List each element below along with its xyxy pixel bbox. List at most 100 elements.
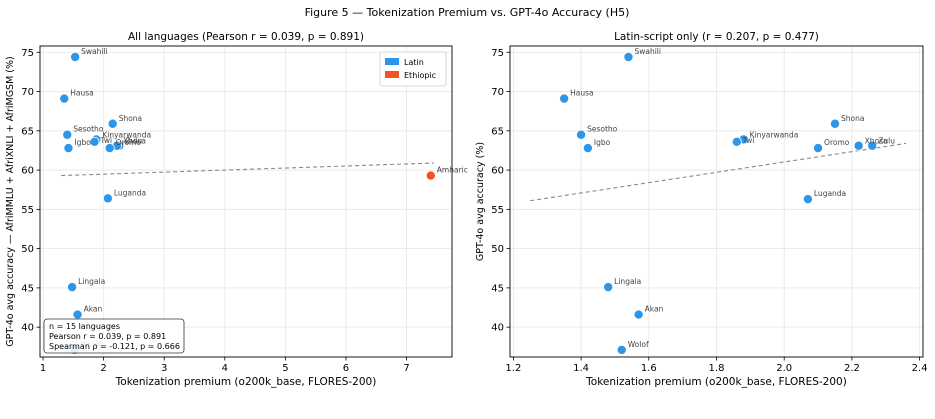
y-tick-label: 65: [491, 126, 504, 137]
trendline: [61, 162, 434, 177]
y-tick-label: 55: [491, 205, 504, 216]
y-tick-label: 40: [21, 323, 34, 334]
point-label: Swahili: [81, 47, 108, 56]
data-point: [731, 136, 742, 147]
point-label: Twi: [100, 136, 113, 145]
point-label: Twi: [742, 136, 755, 145]
data-point: [582, 143, 593, 154]
point-label: Luganda: [814, 189, 846, 198]
x-tick-label: 1.2: [505, 363, 521, 374]
x-tick-label: 3: [161, 363, 167, 374]
data-point: [829, 118, 840, 129]
x-axis-label: Tokenization premium (o200k_base, FLORES…: [115, 376, 377, 388]
data-point: [616, 344, 627, 355]
data-point: [802, 194, 813, 205]
data-point: [603, 282, 614, 293]
stats-line: Pearson r = 0.039, p = 0.891: [49, 332, 166, 341]
plot-frame: [39, 45, 453, 358]
y-tick-label: 70: [491, 87, 504, 98]
x-tick-label: 5: [282, 363, 288, 374]
point-label: Akan: [645, 305, 664, 314]
data-point: [67, 282, 78, 293]
point-label: Kinyarwanda: [750, 130, 799, 139]
y-tick-label: 60: [21, 166, 34, 177]
data-point: [576, 129, 587, 140]
figure-suptitle: Figure 5 — Tokenization Premium vs. GPT-…: [305, 6, 630, 19]
legend-label: Latin: [404, 58, 424, 67]
stats-box: [43, 318, 185, 354]
x-axis-label: Tokenization premium (o200k_base, FLORES…: [585, 376, 847, 388]
stats-line: Spearman ρ = -0.121, p = 0.666: [49, 342, 180, 351]
x-tick-label: 2: [100, 363, 106, 374]
point-label: Igbo: [594, 138, 611, 147]
point-label: Igbo: [74, 138, 91, 147]
point-label: Akan: [84, 305, 103, 314]
x-tick-label: 6: [343, 363, 349, 374]
point-label: Hausa: [570, 89, 594, 98]
data-point: [102, 193, 113, 204]
point-label: Xhosa: [865, 137, 888, 146]
data-point: [89, 136, 100, 147]
point-label: Luganda: [114, 188, 146, 197]
point-label: Shona: [119, 114, 142, 123]
point-label: Kinyarwanda: [102, 130, 151, 139]
data-point: [62, 129, 73, 140]
y-tick-label: 50: [21, 244, 34, 255]
y-tick-label: 75: [21, 48, 34, 59]
point-label: Wolof: [628, 340, 649, 349]
chart-title: Latin-script only (r = 0.207, p = 0.477): [614, 31, 819, 43]
x-tick-label: 2.2: [844, 363, 860, 374]
y-tick-label: 45: [491, 283, 504, 294]
data-point: [853, 140, 864, 151]
point-label: Lingala: [78, 277, 105, 286]
y-axis-label: GPT-4o avg accuracy (%): [475, 142, 486, 261]
data-point: [559, 93, 570, 104]
legend-label: Ethiopic: [404, 71, 436, 80]
data-point: [107, 118, 118, 129]
data-point: [867, 140, 878, 151]
y-axis-label: GPT-4o avg accuracy — AfriMMLU + AfriXNL…: [5, 56, 16, 347]
chart-latin-script-only: 1.2 1.4 1.6 1.8 2.0 2.2 2.4 40 45 50 55 60 65 70 75 Swa…: [475, 31, 928, 388]
point-label: Shona: [841, 114, 864, 123]
x-tick-label: 4: [222, 363, 228, 374]
point-label: Oromo: [116, 138, 142, 147]
chart-title: All languages (Pearson r = 0.039, p = 0.…: [128, 31, 364, 43]
data-point: [425, 170, 436, 181]
point-label: Sesotho: [73, 125, 104, 134]
point-label: Oromo: [824, 138, 850, 147]
legend-swatch: [385, 58, 399, 65]
trendline: [530, 142, 907, 202]
x-tick-label: 1: [40, 363, 46, 374]
legend-swatch: [385, 71, 399, 78]
point-label: Hausa: [70, 89, 94, 98]
y-tick-label: 45: [21, 283, 34, 294]
x-tick-label: 1.8: [709, 363, 725, 374]
y-tick-label: 75: [491, 48, 504, 59]
data-point: [59, 93, 70, 104]
data-point: [104, 143, 115, 154]
x-tick-label: 1.6: [641, 363, 657, 374]
y-tick-label: 70: [21, 87, 34, 98]
data-point: [63, 143, 74, 154]
data-point: [633, 309, 644, 320]
y-tick-label: 40: [491, 323, 504, 334]
stats-line: n = 15 languages: [49, 322, 120, 331]
point-label: Zulu: [125, 137, 142, 146]
data-point: [813, 143, 824, 154]
y-tick-label: 50: [491, 244, 504, 255]
y-tick-label: 60: [491, 166, 504, 177]
y-tick-label: 65: [21, 126, 34, 137]
data-point: [72, 309, 83, 320]
x-tick-label: 1.4: [573, 363, 589, 374]
plot-frame: [509, 45, 924, 358]
point-label: Sesotho: [587, 125, 618, 134]
x-tick-label: 7: [403, 363, 409, 374]
x-tick-label: 2.4: [912, 363, 928, 374]
point-label: Zulu: [878, 137, 895, 146]
point-label: Swahili: [634, 47, 661, 56]
x-tick-label: 2.0: [776, 363, 792, 374]
point-label: Xhosa: [123, 137, 146, 146]
data-point: [70, 51, 81, 62]
